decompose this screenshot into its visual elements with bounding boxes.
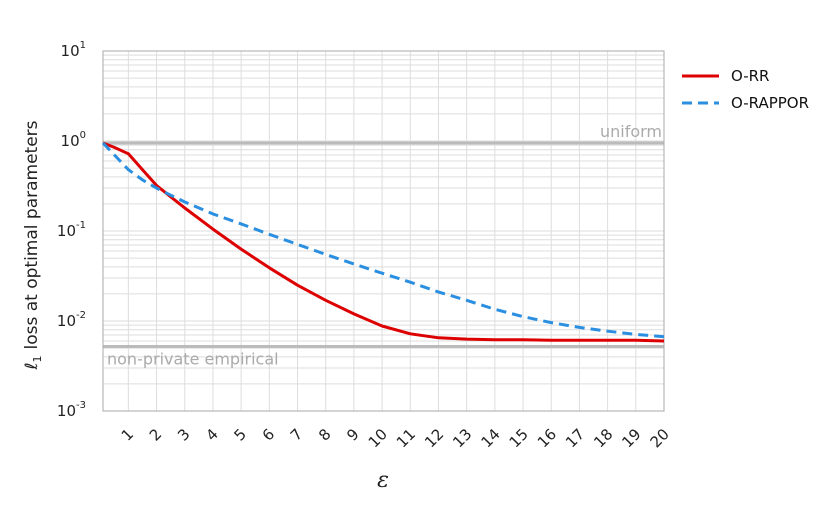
x-tick-label: 8 xyxy=(315,425,334,444)
svg-text:ℓ1loss at optimal parameters: ℓ1 loss at optimal parameters xyxy=(22,120,44,370)
y-tick-label: 10-2 xyxy=(57,310,86,330)
x-tick-label: 9 xyxy=(343,425,362,444)
y-tick-labels: 101 100 10-1 10-2 10-3 xyxy=(57,40,86,420)
x-tick-label: 15 xyxy=(506,425,532,451)
x-tick-label: 7 xyxy=(287,425,306,444)
y-axis-label: ℓ1 loss at optimal parameters xyxy=(22,120,44,370)
grid xyxy=(103,51,665,412)
x-tick-label: 2 xyxy=(146,425,165,444)
series xyxy=(101,141,665,343)
y-axis-label-subscript: 1 xyxy=(31,356,44,363)
x-tick-label: 12 xyxy=(421,425,447,451)
reference-line-label: uniform xyxy=(600,122,662,141)
series-line-o-rappor xyxy=(101,141,665,339)
x-tick-label: 13 xyxy=(449,425,475,451)
x-tick-label: 19 xyxy=(618,425,644,451)
x-tick-label: 5 xyxy=(230,425,249,444)
y-tick-label: 10-3 xyxy=(57,400,86,420)
x-tick-label: 16 xyxy=(534,425,560,451)
reference-lines: uniform non-private empirical xyxy=(103,122,664,369)
reference-line-label: non-private empirical xyxy=(107,350,279,369)
x-tick-label: 20 xyxy=(647,425,673,451)
x-tick-label: 10 xyxy=(365,425,391,451)
x-tick-labels: 1 2 3 4 5 6 7 8 9 10 11 12 13 14 15 16 17 18 19 20 xyxy=(118,425,673,451)
y-tick-label: 10-1 xyxy=(57,220,86,240)
x-tick-label: 3 xyxy=(174,425,193,444)
x-tick-label: 6 xyxy=(259,425,278,444)
plot-frame xyxy=(102,50,665,412)
x-tick-label: 14 xyxy=(477,425,503,451)
x-tick-label: 17 xyxy=(562,425,588,451)
legend-label: O-RR xyxy=(731,67,769,85)
legend-label: O-RAPPOR xyxy=(731,94,809,112)
x-tick-label: 11 xyxy=(393,425,419,451)
series-line-o-rr xyxy=(102,141,665,343)
legend: O-RR O-RAPPOR xyxy=(682,67,809,112)
x-tick-label: 4 xyxy=(202,425,221,444)
x-axis-label: ε xyxy=(377,468,389,493)
y-tick-label: 101 xyxy=(61,40,86,60)
y-tick-label: 100 xyxy=(61,130,86,150)
x-tick-label: 1 xyxy=(118,425,137,444)
x-tick-label: 18 xyxy=(590,425,616,451)
y-axis-label-text: loss at optimal parameters xyxy=(22,120,42,349)
y-axis-label-symbol: ℓ xyxy=(22,363,42,371)
